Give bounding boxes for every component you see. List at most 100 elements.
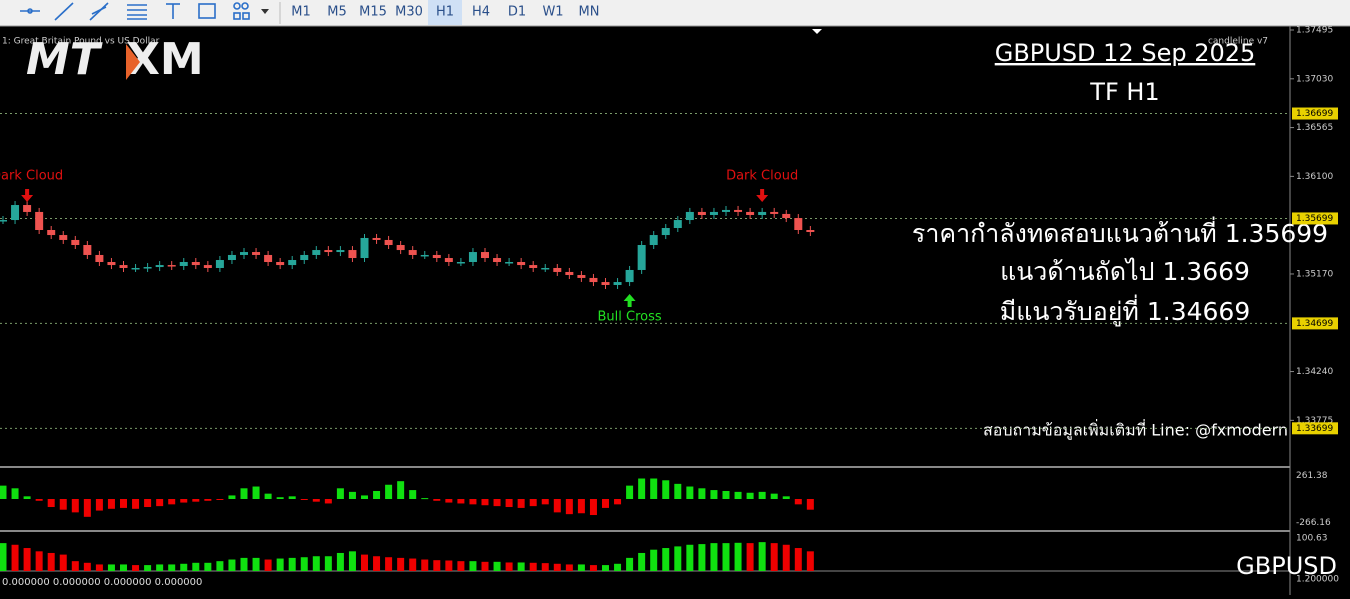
- histogram-bar: [698, 544, 706, 571]
- toolbar-icons: [20, 2, 250, 21]
- histogram-bar: [144, 565, 152, 571]
- timeframe-button[interactable]: H1: [436, 5, 454, 20]
- histogram-bar: [674, 483, 682, 499]
- histogram-bar: [120, 499, 127, 508]
- histogram-bar: [481, 499, 489, 506]
- histogram-bar: [638, 552, 646, 571]
- timeframe-button[interactable]: M1: [291, 5, 311, 20]
- timeframe-button[interactable]: M30: [395, 5, 423, 20]
- histogram-bar: [614, 499, 622, 505]
- candle-body: [782, 213, 791, 219]
- histogram-bar: [373, 490, 381, 499]
- candle-body: [734, 209, 743, 212]
- signal-arrow: [21, 188, 34, 202]
- candle-body: [155, 265, 164, 268]
- histogram-bar: [300, 499, 308, 500]
- histogram-bar: [602, 565, 609, 571]
- histogram-bar: [11, 544, 19, 571]
- histogram-bar: [686, 486, 694, 499]
- candle-body: [806, 230, 815, 232]
- candle-body: [794, 218, 803, 230]
- logo-accent: [126, 44, 140, 80]
- timeframe-button[interactable]: M5: [327, 5, 347, 20]
- candle-body: [601, 282, 610, 285]
- timeframe-button[interactable]: MN: [579, 5, 600, 20]
- candle-body: [481, 252, 489, 259]
- histogram-bar: [83, 562, 91, 571]
- histogram-bar: [457, 561, 465, 571]
- candle-body: [35, 211, 44, 230]
- histogram-bar: [288, 496, 296, 499]
- histogram-bar: [806, 551, 814, 571]
- candle-body: [384, 239, 393, 246]
- histogram-bar: [589, 499, 597, 516]
- price-tick-label: 1.37030: [1296, 74, 1333, 84]
- histogram-bar: [758, 491, 766, 499]
- note: มีแนวรับอยู่ที่ 1.34669: [1000, 294, 1251, 327]
- candle-body: [131, 267, 140, 270]
- timeframe-button[interactable]: D1: [508, 5, 526, 20]
- histogram-bar: [373, 556, 381, 571]
- level-tag: [1292, 107, 1338, 120]
- timeframe-button[interactable]: M15: [359, 5, 387, 20]
- indicator2-scale: 1.200000: [1296, 575, 1339, 585]
- candle-body: [276, 262, 285, 266]
- candle-body: [625, 269, 634, 283]
- histogram-bar: [589, 565, 597, 571]
- histogram-bar: [300, 557, 308, 571]
- histogram-bar: [577, 564, 585, 571]
- indicator2-values: 0.000000 0.000000 0.000000 0.000000: [2, 577, 202, 588]
- signal-label: Dark Cloud: [0, 168, 63, 183]
- candle-body: [203, 265, 212, 268]
- histogram-bar: [397, 481, 405, 499]
- candle-body: [758, 211, 767, 215]
- histogram-bar: [385, 484, 393, 499]
- histogram-bar: [348, 551, 356, 571]
- candle-body: [565, 271, 574, 276]
- level-tag: [1292, 212, 1338, 225]
- timeframe-button[interactable]: W1: [542, 5, 563, 20]
- candle-body: [167, 265, 176, 267]
- histogram-bar: [626, 485, 634, 499]
- histogram-bar: [240, 488, 248, 499]
- histogram-bar: [469, 499, 477, 505]
- histogram-bar: [626, 557, 634, 571]
- histogram-bar: [228, 495, 236, 499]
- candle-body: [348, 250, 357, 259]
- timeframe-button[interactable]: H4: [472, 5, 490, 20]
- histogram-bar: [144, 499, 152, 508]
- histogram-bar: [770, 543, 778, 571]
- histogram-bar: [433, 560, 441, 571]
- note: แนวด้านถัดไป 1.3669: [1000, 257, 1250, 286]
- level-label: 1.35699: [1296, 214, 1333, 224]
- histogram-bar: [433, 499, 441, 501]
- histogram-bar: [565, 499, 573, 515]
- candle-body: [770, 211, 779, 214]
- histogram-bar: [397, 557, 405, 571]
- histogram-bar: [35, 551, 43, 571]
- candle-body: [119, 265, 128, 268]
- histogram-bar: [23, 496, 31, 499]
- histogram-bar: [59, 554, 67, 571]
- histogram-bar: [35, 499, 43, 501]
- signal-arrow: [756, 188, 769, 202]
- candle-body: [709, 211, 718, 215]
- candle-body: [71, 239, 80, 246]
- histogram-bar: [312, 499, 320, 502]
- histogram-bar: [216, 499, 224, 500]
- histogram-bar: [264, 559, 272, 571]
- histogram-bar: [469, 561, 477, 571]
- histogram-bar: [361, 554, 368, 571]
- candle-body: [420, 254, 429, 257]
- dropdown-arrow[interactable]: [261, 9, 269, 14]
- histogram-bar: [95, 564, 103, 571]
- histogram-bar: [228, 559, 236, 571]
- histogram-bar: [722, 490, 730, 499]
- candle-body: [722, 209, 730, 212]
- histogram-bar: [505, 499, 513, 508]
- level-tag: [1292, 422, 1338, 435]
- histogram-bar: [553, 499, 561, 513]
- indicator-label: candleline v7: [1208, 37, 1268, 47]
- candle-body: [47, 230, 56, 236]
